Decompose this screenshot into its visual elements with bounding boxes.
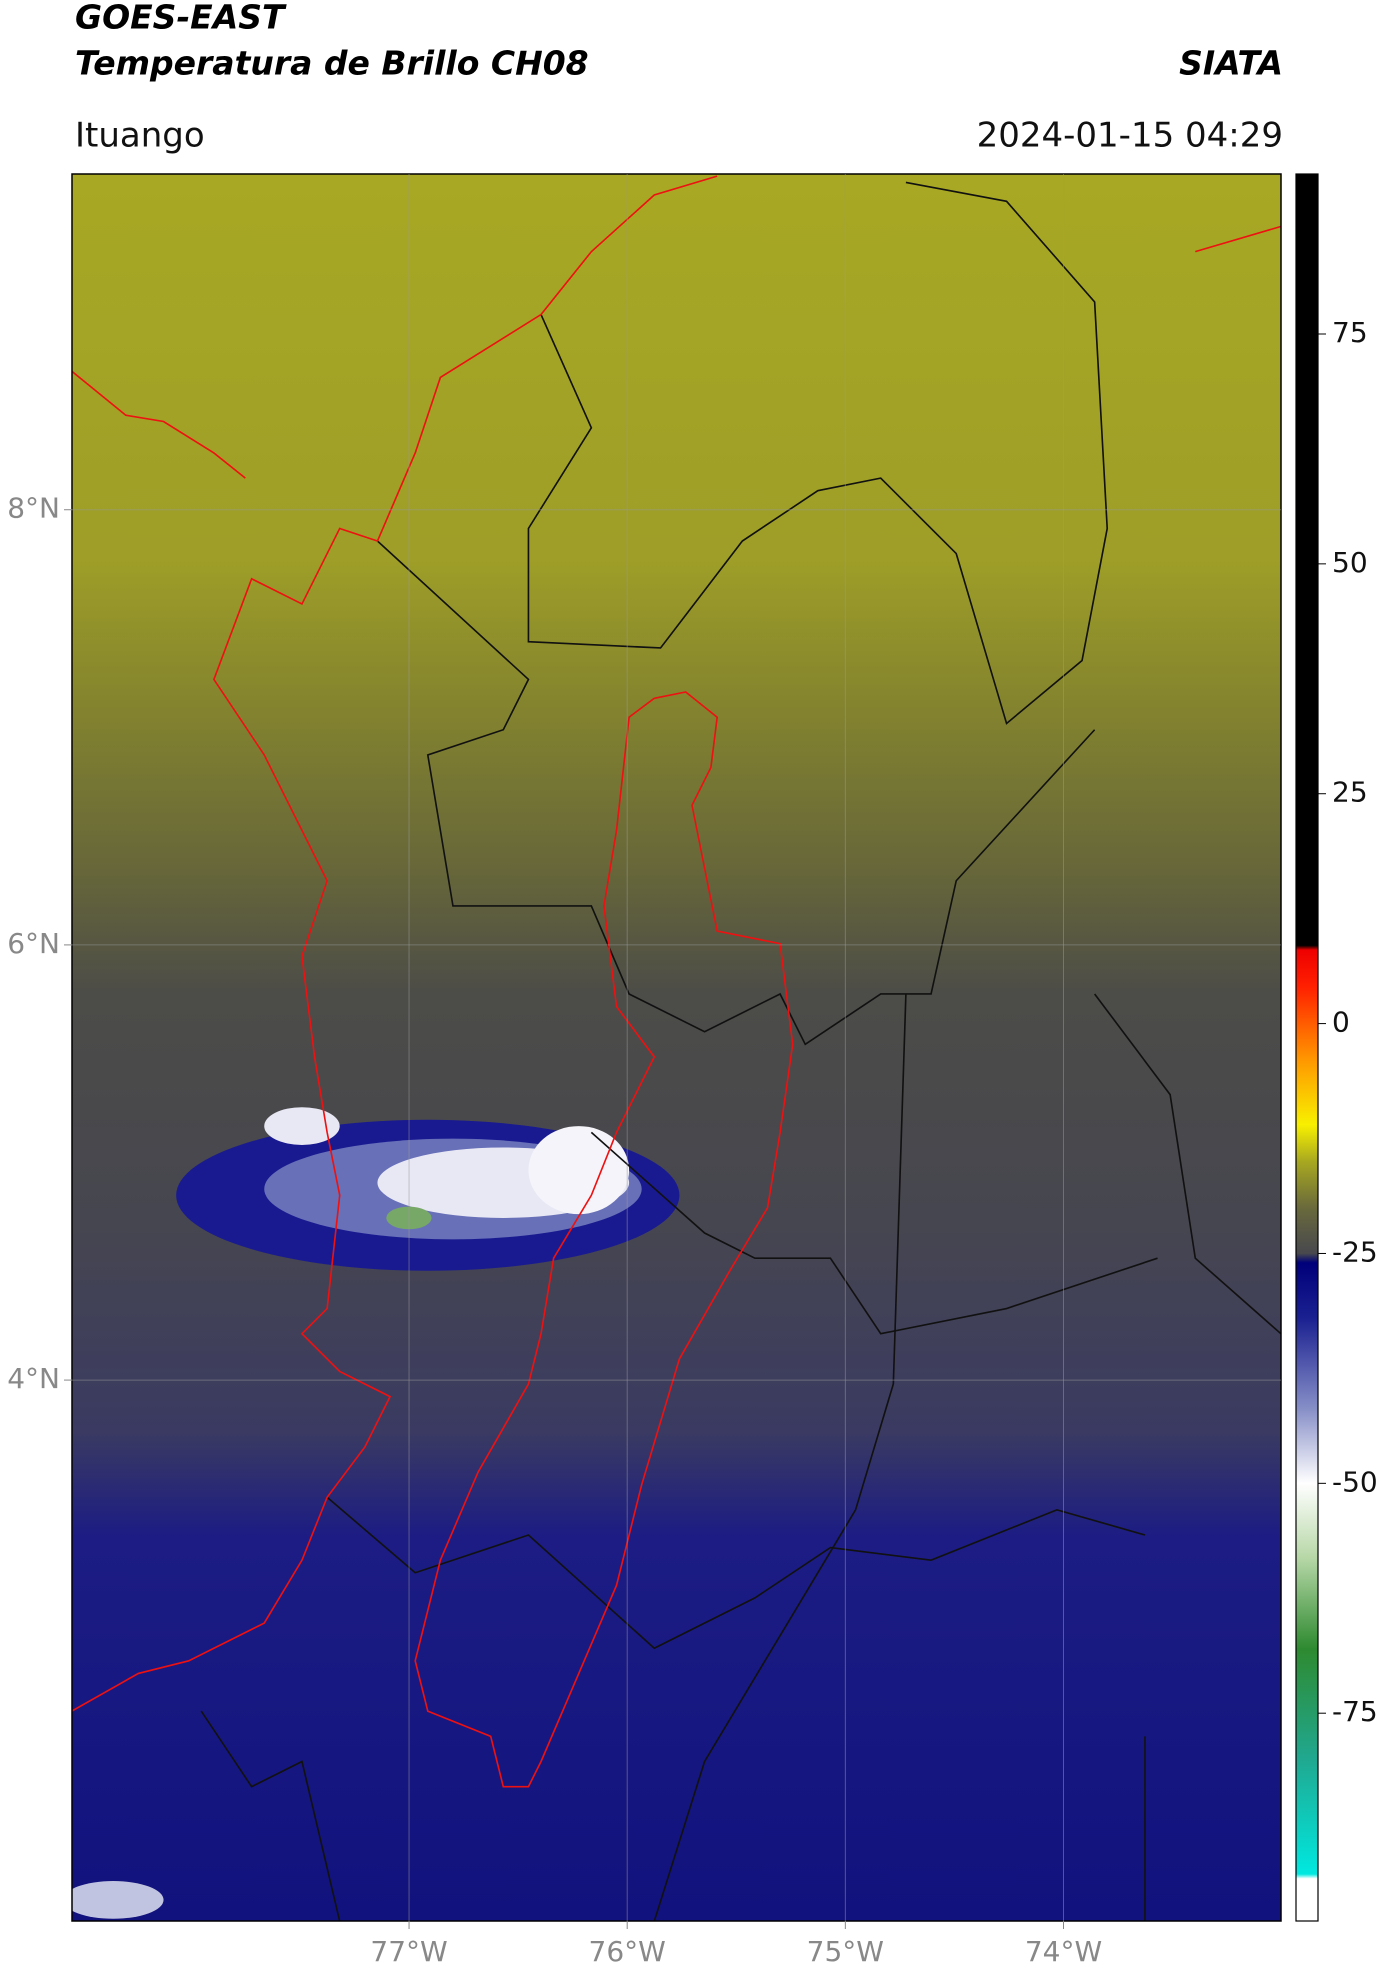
x-tick-label: 74°W [1025,1935,1102,1968]
colorbar-tick-label: -25 [1332,1235,1378,1268]
y-tick-label: 4°N [7,1362,60,1395]
map-area [72,174,1281,1921]
location: Ituango [75,116,205,156]
cloud [72,1107,680,1919]
source: SIATA [1179,44,1283,83]
title: GOES-EAST [75,0,287,37]
temperature-field [72,174,1281,1921]
colorbar-tick-label: 75 [1332,316,1368,349]
subtitle: Temperatura de Brillo CH08 [75,44,589,83]
datetime: 2024-01-15 04:29 [977,116,1283,156]
colorbar [1295,173,1319,1922]
map-frame [71,173,1282,1922]
y-tick-label: 8°N [7,492,60,525]
borders [72,175,1281,1921]
colorbar-tick-label: -75 [1332,1695,1378,1728]
colorbar-tick-label: -50 [1332,1465,1378,1498]
y-tick-label: 6°N [7,927,60,960]
x-tick-label: 76°W [589,1935,666,1968]
x-tick-label: 75°W [807,1935,884,1968]
colorbar-tick-label: 25 [1332,776,1368,809]
colorbar-tick-label: 0 [1332,1006,1350,1039]
x-tick-label: 77°W [370,1935,447,1968]
colorbar-tick-label: 50 [1332,546,1368,579]
